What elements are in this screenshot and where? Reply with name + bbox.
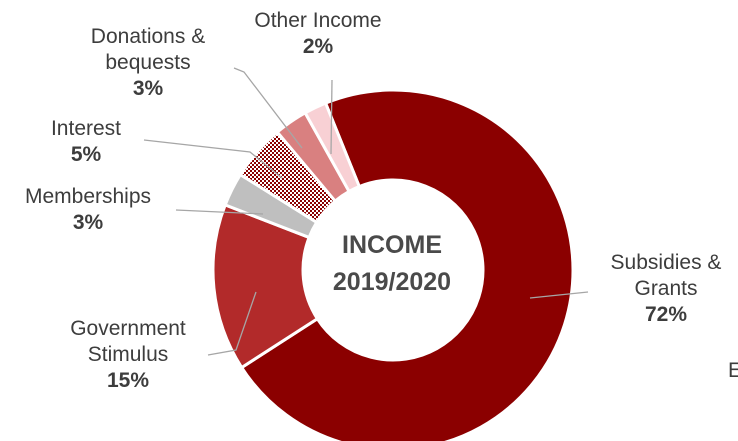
slice-label-percent: 72%: [645, 303, 687, 326]
slice-label-name: Interest: [51, 117, 121, 140]
slice-label-name: Grants: [634, 277, 697, 300]
leader-line: [233, 67, 303, 149]
slice-label-name: Donations &: [91, 25, 205, 48]
slice-label-percent: 5%: [71, 143, 102, 166]
leader-line: [175, 209, 264, 215]
leader-line: [143, 139, 283, 179]
slice-label-percent: 3%: [73, 211, 104, 234]
slice-label-name: bequests: [105, 51, 190, 74]
slice-label-name: Other Income: [254, 9, 381, 32]
donut-slice-subsidies-grants: [239, 88, 575, 441]
cut-off-label-fragment: E: [728, 359, 738, 382]
leader-lines: [143, 67, 589, 356]
slice-label-percent: 3%: [133, 77, 164, 100]
center-title-line-2: 2019/2020: [333, 268, 451, 296]
slice-label-name: Government: [70, 317, 186, 340]
slice-label-percent: 15%: [107, 369, 149, 392]
donut-slice-other-income: [303, 101, 362, 194]
leader-line: [207, 291, 257, 356]
slice-label-name: Stimulus: [88, 343, 169, 366]
leader-line: [330, 79, 333, 155]
slice-label-name: Memberships: [25, 185, 151, 208]
slice-label-name: Subsidies &: [611, 251, 722, 274]
donut-center-label: INCOME 2019/2020: [333, 231, 451, 296]
donut-slices: [211, 88, 575, 441]
slice-labels: Subsidies & Grants 72% Government Stimulus 15…: [25, 9, 721, 392]
donut-slice-government-stimulus: [211, 202, 320, 370]
center-title-line-1: INCOME: [342, 231, 442, 259]
slice-label-percent: 2%: [303, 35, 334, 58]
leader-line: [529, 291, 589, 299]
